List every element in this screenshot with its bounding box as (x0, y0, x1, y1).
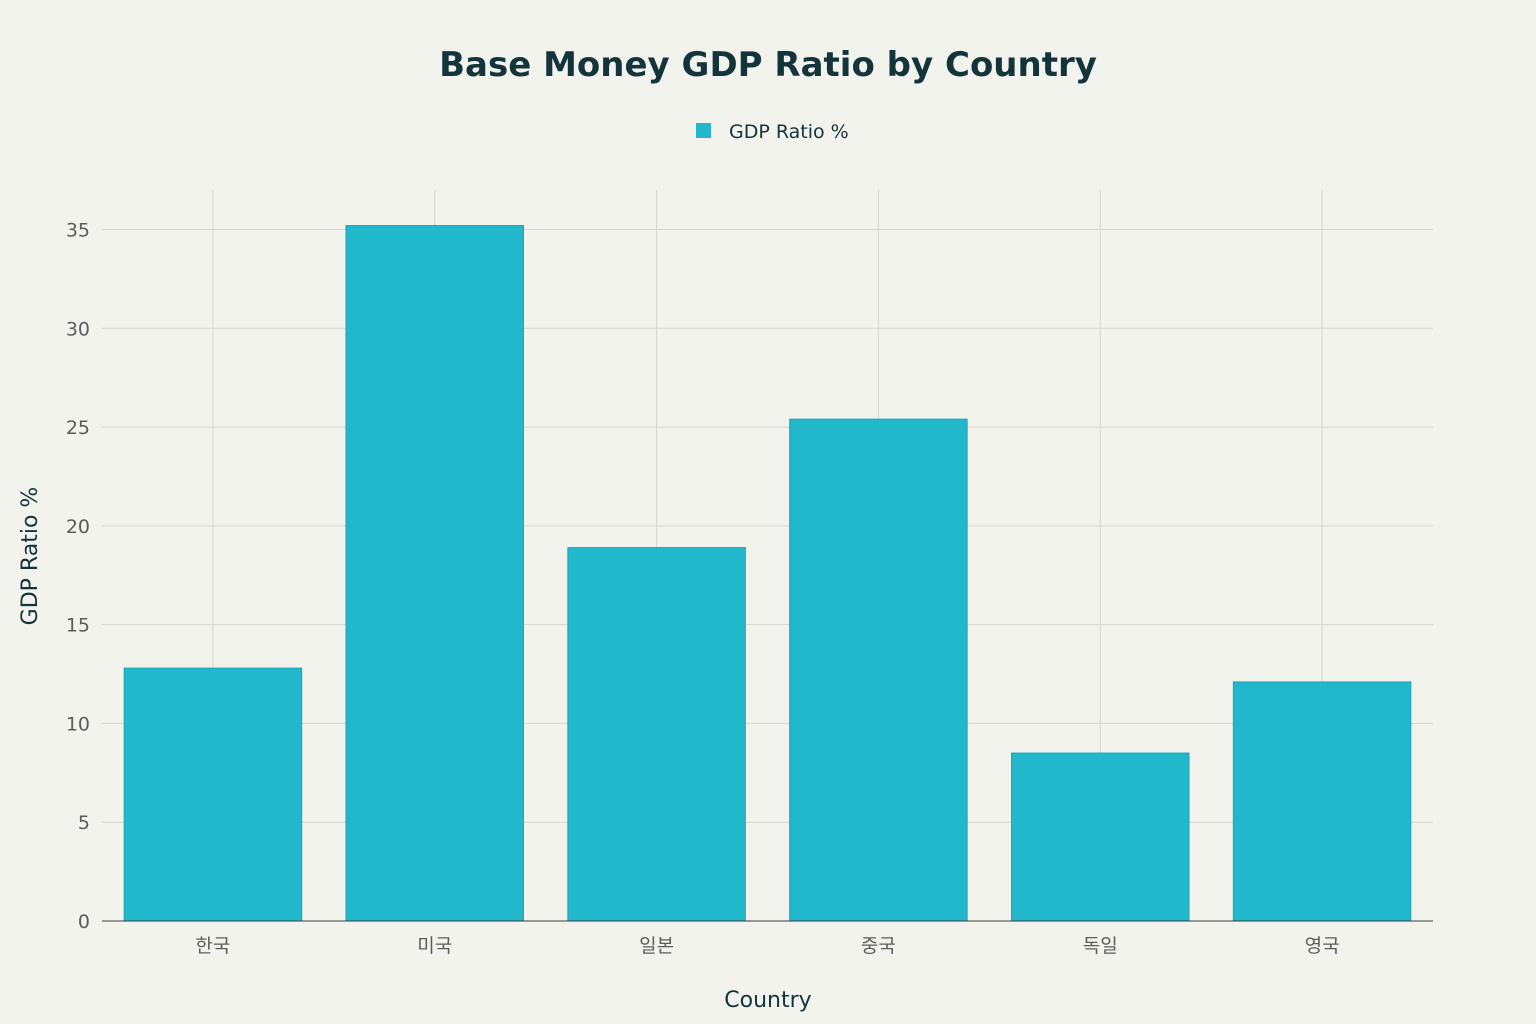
x-tick-label: 미국 (417, 935, 452, 957)
legend-label: GDP Ratio % (729, 121, 849, 143)
legend-swatch (696, 123, 711, 138)
y-tick-label: 0 (78, 911, 90, 933)
x-tick-label: 독일 (1083, 935, 1118, 957)
chart-title: Base Money GDP Ratio by Country (439, 45, 1097, 85)
bar-4 (1011, 752, 1190, 922)
bar-1 (345, 225, 524, 922)
bar-2 (567, 547, 746, 922)
bar-5 (1232, 681, 1412, 922)
y-axis-label: GDP Ratio % (18, 487, 43, 626)
x-tick-label: 영국 (1305, 935, 1340, 957)
y-tick-label: 20 (66, 516, 90, 538)
y-tick-label: 35 (66, 220, 90, 242)
legend: GDP Ratio % (696, 121, 849, 143)
y-tick-label: 25 (66, 417, 90, 439)
y-tick-label: 15 (66, 615, 90, 637)
y-tick-label: 30 (66, 318, 90, 340)
x-axis-ticks: 한국 미국 일본 중국 독일 영국 (195, 935, 1339, 957)
y-axis-ticks: 0 5 10 15 20 25 30 35 (66, 220, 90, 933)
bar-3 (789, 418, 968, 922)
bar-0 (123, 667, 303, 922)
bars (123, 225, 1412, 922)
x-tick-label: 중국 (861, 935, 896, 957)
y-tick-label: 5 (78, 812, 90, 834)
x-tick-label: 일본 (639, 935, 674, 957)
x-axis-label: Country (724, 988, 811, 1013)
x-tick-label: 한국 (195, 935, 230, 957)
y-tick-label: 10 (66, 713, 90, 735)
